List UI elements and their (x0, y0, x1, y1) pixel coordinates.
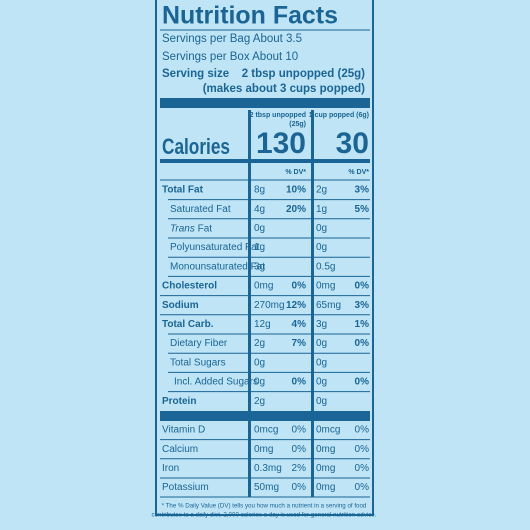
thick-bar (160, 411, 370, 421)
daily-value: 7% (292, 338, 307, 349)
nutrient-name: Sodium (162, 300, 199, 311)
amount: 0g (316, 377, 327, 388)
serving-size-note: (makes about 3 cups popped) (203, 83, 365, 95)
daily-value: 2% (292, 463, 307, 474)
daily-value: 0% (292, 482, 307, 493)
daily-value: 0% (355, 338, 370, 349)
amount: 4g (254, 204, 265, 215)
daily-value: 1% (355, 319, 370, 330)
daily-value: 0% (355, 463, 370, 474)
nutrient-name-part: Fat (198, 223, 213, 234)
daily-value: 0% (292, 377, 307, 388)
column-header: 2 tbsp unpopped (250, 112, 306, 119)
amount: 0mg (316, 281, 335, 292)
amount: 0g (316, 396, 327, 407)
daily-value: 5% (355, 204, 370, 215)
daily-value: 0% (292, 444, 307, 455)
nutrient-name: Total Fat (162, 185, 204, 196)
footnote: contributes to a daily diet. 2,000 calor… (152, 512, 377, 519)
daily-value: 0% (355, 482, 370, 493)
column-header: (25g) (289, 121, 306, 128)
thick-bar (160, 98, 370, 108)
nutrient-name: Polyunsaturated Fat (170, 242, 260, 253)
nutrient-name: Total Carb. (162, 319, 214, 330)
column-divider (248, 110, 251, 497)
daily-value: 0% (355, 281, 370, 292)
amount: 0g (316, 223, 327, 234)
amount: 0g (316, 357, 327, 368)
amount: 0mcg (254, 425, 278, 436)
daily-value: 3% (355, 185, 370, 196)
amount: 3g (254, 261, 265, 272)
amount: 50mg (254, 482, 279, 493)
daily-value: 12% (286, 300, 306, 311)
daily-value: 3% (355, 300, 370, 311)
daily-value: 0% (292, 425, 307, 436)
amount: 0mcg (316, 425, 340, 436)
daily-value: 0% (292, 281, 307, 292)
amount: 2g (316, 185, 327, 196)
amount: 0g (254, 223, 265, 234)
amount: 2g (254, 338, 265, 349)
amount: 8g (254, 185, 265, 196)
amount: 0mg (254, 281, 273, 292)
nutrient-name: Vitamin D (162, 425, 205, 436)
calories-label: Calories (162, 134, 230, 159)
amount: 0mg (316, 463, 335, 474)
nutrient-name: Incl. Added Sugars (174, 377, 258, 388)
nutrient-name: Saturated Fat (170, 204, 231, 215)
amount: 0g (316, 242, 327, 253)
amount: 0g (254, 357, 265, 368)
dv-header: % DV* (285, 169, 306, 176)
amount: 0.5g (316, 261, 335, 272)
daily-value: 0% (355, 425, 370, 436)
nutrient-name: Cholesterol (162, 281, 217, 292)
servings: Servings per Bag About 3.5 (162, 33, 302, 45)
calories-value: 30 (336, 127, 369, 160)
amount: 0mg (316, 444, 335, 455)
amount: 0mg (254, 444, 273, 455)
nutrient-name: Monounsaturated Fat (170, 261, 265, 272)
dv-header: % DV* (348, 169, 369, 176)
nutrient-name: Calcium (162, 444, 198, 455)
column-header: 1 cup popped (6g) (309, 112, 369, 119)
nutrient-name: Protein (162, 396, 196, 407)
label-border (155, 0, 374, 516)
amount: 270mg (254, 300, 285, 311)
amount: 1g (254, 242, 265, 253)
medium-bar (160, 159, 370, 163)
amount: 0g (316, 338, 327, 349)
amount: 0mg (316, 482, 335, 493)
column-divider (311, 110, 314, 497)
amount: 0g (254, 377, 265, 388)
servings: Servings per Box About 10 (162, 51, 298, 63)
nutrient-name: Total Sugars (170, 357, 226, 368)
calories-value: 130 (256, 127, 306, 160)
daily-value: 0% (355, 377, 370, 388)
daily-value: 10% (286, 185, 306, 196)
amount: 3g (316, 319, 327, 330)
daily-value: 0% (355, 444, 370, 455)
amount: 12g (254, 319, 271, 330)
nutrient-name: Trans Fat (170, 223, 212, 234)
title: Nutrition Facts (162, 2, 338, 30)
nutrient-prefix: Trans (170, 223, 195, 234)
serving-size-label: Serving size (162, 68, 229, 80)
amount: 0.3mg (254, 463, 282, 474)
serving-size: 2 tbsp unpopped (25g) (242, 68, 365, 80)
nutrient-name: Potassium (162, 482, 209, 493)
nutrient-name: Dietary Fiber (170, 338, 228, 349)
nutrient-name: Iron (162, 463, 179, 474)
footnote: * The % Daily Value (DV) tells you how m… (162, 503, 367, 510)
amount: 65mg (316, 300, 341, 311)
daily-value: 4% (292, 319, 307, 330)
amount: 2g (254, 396, 265, 407)
amount: 1g (316, 204, 327, 215)
daily-value: 20% (286, 204, 306, 215)
